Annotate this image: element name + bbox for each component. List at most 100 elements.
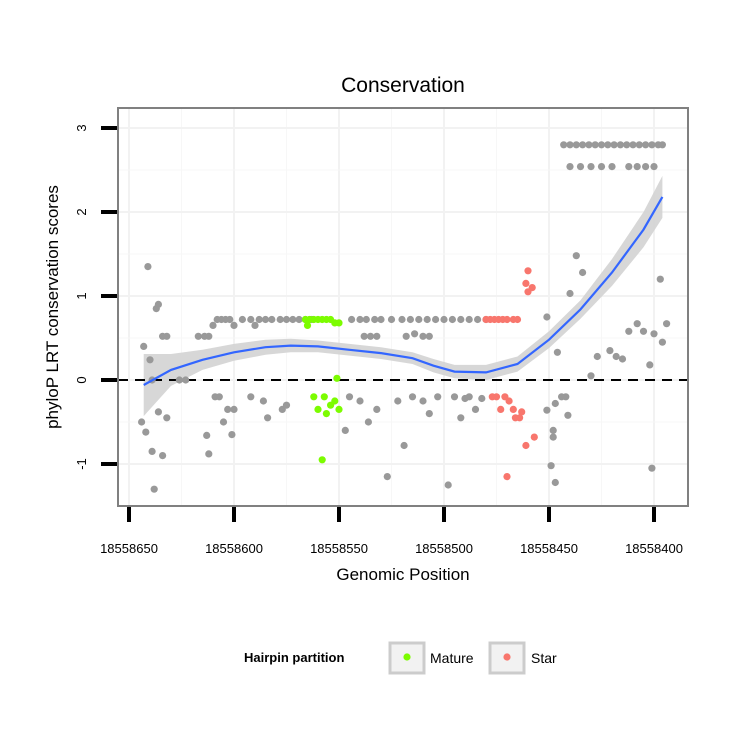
data-point-other xyxy=(228,431,236,439)
data-point-other xyxy=(348,315,356,324)
data-point-star xyxy=(516,414,524,422)
data-point-other xyxy=(560,141,568,149)
data-point-mature xyxy=(318,456,326,464)
data-point-other xyxy=(205,450,213,458)
data-point-other xyxy=(215,393,223,401)
data-point-other xyxy=(434,393,442,401)
data-point-other xyxy=(635,141,643,149)
data-point-other xyxy=(432,315,440,324)
data-point-other xyxy=(203,431,211,439)
data-point-other xyxy=(648,141,656,149)
data-point-other xyxy=(587,163,595,171)
data-point-other xyxy=(146,356,154,364)
data-point-other xyxy=(371,315,379,324)
data-point-other xyxy=(364,418,372,426)
data-point-mature xyxy=(314,405,322,413)
data-point-other xyxy=(247,315,255,324)
data-point-other xyxy=(566,141,574,149)
data-point-other xyxy=(182,376,190,384)
plot-panel xyxy=(117,107,689,507)
data-point-other xyxy=(551,399,559,408)
data-point-other xyxy=(373,405,381,413)
data-point-other xyxy=(457,315,465,324)
data-point-other xyxy=(264,414,272,422)
x-axis: 18558650 18558600 18558550 18558500 18558450… xyxy=(100,507,683,556)
legend-label-mature: Mature xyxy=(430,650,474,666)
x-tick-label: 18558450 xyxy=(520,541,578,556)
data-point-other xyxy=(474,315,482,324)
data-point-star xyxy=(530,433,538,441)
data-point-other xyxy=(642,141,650,149)
data-point-other xyxy=(209,321,217,329)
data-point-other xyxy=(658,141,667,149)
data-point-other xyxy=(289,315,297,324)
data-point-other xyxy=(440,315,448,324)
data-point-other xyxy=(341,426,349,434)
data-point-other xyxy=(154,300,162,308)
data-point-mature xyxy=(310,393,318,401)
data-point-other xyxy=(579,141,587,149)
data-point-other xyxy=(415,315,423,324)
data-point-other xyxy=(585,141,593,149)
data-point-other xyxy=(142,428,150,436)
confidence-band xyxy=(143,175,663,417)
data-point-other xyxy=(159,452,167,460)
data-point-star xyxy=(522,441,530,450)
data-point-other xyxy=(597,163,606,171)
data-point-other xyxy=(650,330,658,338)
data-point-other xyxy=(656,275,664,283)
x-tick-label: 18558550 xyxy=(310,541,368,556)
legend-title: Hairpin partition xyxy=(244,650,344,665)
legend-key-star xyxy=(503,653,511,661)
data-point-other xyxy=(478,394,486,403)
data-point-other xyxy=(402,332,410,340)
data-point-other xyxy=(610,141,618,149)
data-point-other xyxy=(591,141,599,149)
data-point-other xyxy=(175,376,183,384)
data-point-other xyxy=(295,315,303,324)
data-point-other xyxy=(593,352,601,361)
data-point-other xyxy=(425,332,433,340)
data-point-other xyxy=(255,315,263,324)
series-mature xyxy=(301,315,343,464)
grid-lines xyxy=(118,108,688,506)
data-point-other xyxy=(224,405,232,413)
data-point-other xyxy=(247,393,255,401)
data-point-other xyxy=(425,410,433,418)
data-point-other xyxy=(140,342,148,350)
data-point-other xyxy=(646,361,654,369)
data-point-other xyxy=(194,332,202,340)
data-point-other xyxy=(566,163,574,171)
data-point-mature xyxy=(320,393,328,401)
data-point-other xyxy=(658,338,667,346)
data-point-other xyxy=(362,315,370,324)
data-point-star xyxy=(518,408,526,416)
data-point-other xyxy=(572,141,580,149)
y-tick-label: 3 xyxy=(74,124,89,131)
data-point-other xyxy=(547,462,555,470)
data-point-other xyxy=(562,393,570,401)
data-point-mature xyxy=(335,405,343,413)
data-point-other xyxy=(608,163,616,171)
data-point-other xyxy=(408,393,417,401)
data-point-other xyxy=(356,315,364,324)
data-point-star xyxy=(497,405,505,413)
data-point-other xyxy=(259,397,267,405)
data-point-star xyxy=(503,473,511,481)
data-point-other xyxy=(230,405,238,413)
x-tick-label: 18558650 xyxy=(100,541,158,556)
data-point-other xyxy=(423,315,431,324)
data-point-other xyxy=(457,414,465,422)
data-point-other xyxy=(650,163,658,171)
data-point-other xyxy=(625,327,633,335)
data-point-other xyxy=(465,315,473,324)
data-point-other xyxy=(282,315,291,324)
data-point-other xyxy=(205,332,213,340)
data-point-other xyxy=(663,320,671,328)
series-star xyxy=(482,267,538,481)
data-point-other xyxy=(356,397,364,405)
data-point-other xyxy=(383,473,391,481)
data-point-other xyxy=(282,401,291,409)
legend: Hairpin partition Mature Star xyxy=(244,641,557,675)
